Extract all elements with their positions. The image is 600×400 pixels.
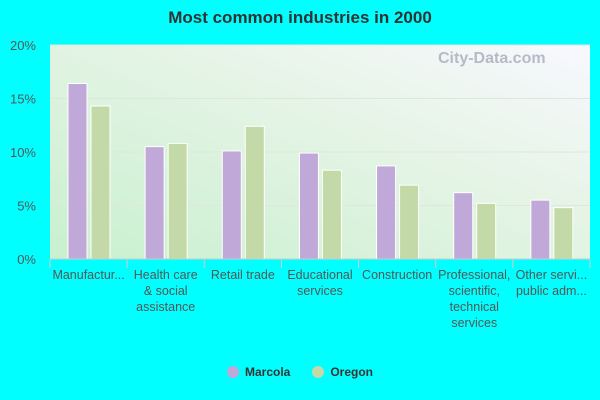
legend-item-marcola: Marcola (226, 365, 291, 379)
bar-marcola (221, 150, 242, 260)
bar-marcola (298, 152, 319, 260)
bar-marcola (144, 146, 165, 260)
bar-oregon (90, 105, 111, 260)
y-tick-label: 0% (17, 252, 36, 267)
x-tick-label-line: technical (450, 300, 499, 314)
bar-oregon (321, 169, 342, 260)
x-tick-label-line: Construction (362, 268, 432, 282)
x-tick-label: Construction (362, 268, 432, 282)
x-tick-label: Other servi... public adm... (516, 268, 588, 298)
y-tick-label: 15% (10, 92, 36, 107)
x-tick-label: Manufactur... (52, 268, 124, 282)
bar-marcola (376, 165, 397, 260)
bar-marcola (530, 199, 551, 260)
x-tick-label-line: scientific, (449, 284, 500, 298)
x-tick-label-line: & social (144, 284, 188, 298)
legend-swatch (226, 366, 239, 378)
legend: Marcola Oregon (0, 365, 600, 379)
legend-label: Marcola (244, 365, 291, 379)
bar-oregon (476, 202, 497, 260)
y-tick-label: 10% (10, 145, 36, 160)
x-tick-label: Health care & social assistance (134, 268, 198, 314)
x-tick-label-line: assistance (136, 300, 195, 314)
x-tick-label-line: services (451, 316, 497, 330)
chart-title: Most common industries in 2000 (168, 8, 432, 27)
x-tick-label-line: services (297, 284, 343, 298)
legend-item-oregon: Oregon (312, 365, 373, 379)
bar-marcola (67, 83, 88, 260)
x-tick-label-line: Educational (287, 268, 352, 282)
x-tick-label: Educational services (287, 268, 352, 298)
x-tick-label-line: Manufactur... (52, 268, 124, 282)
bar-oregon (167, 142, 188, 260)
bar-marcola (453, 192, 474, 260)
x-tick-label-line: Other servi... (516, 268, 588, 282)
bar-oregon (399, 184, 420, 260)
x-tick-label-line: public adm... (516, 284, 587, 298)
bar-oregon (553, 207, 574, 260)
y-tick-label: 5% (17, 199, 36, 214)
x-tick-label: Retail trade (211, 268, 275, 282)
x-tick-label-line: Retail trade (211, 268, 275, 282)
x-tick-label: Professional, scientific, technical service… (438, 268, 510, 330)
watermark: City-Data.com (438, 50, 546, 67)
y-tick-label: 20% (10, 38, 36, 53)
bar-oregon (244, 125, 265, 260)
legend-label: Oregon (330, 365, 374, 379)
legend-swatch (312, 366, 325, 378)
x-tick-label-line: Professional, (438, 268, 510, 282)
x-tick-label-line: Health care (134, 268, 198, 282)
